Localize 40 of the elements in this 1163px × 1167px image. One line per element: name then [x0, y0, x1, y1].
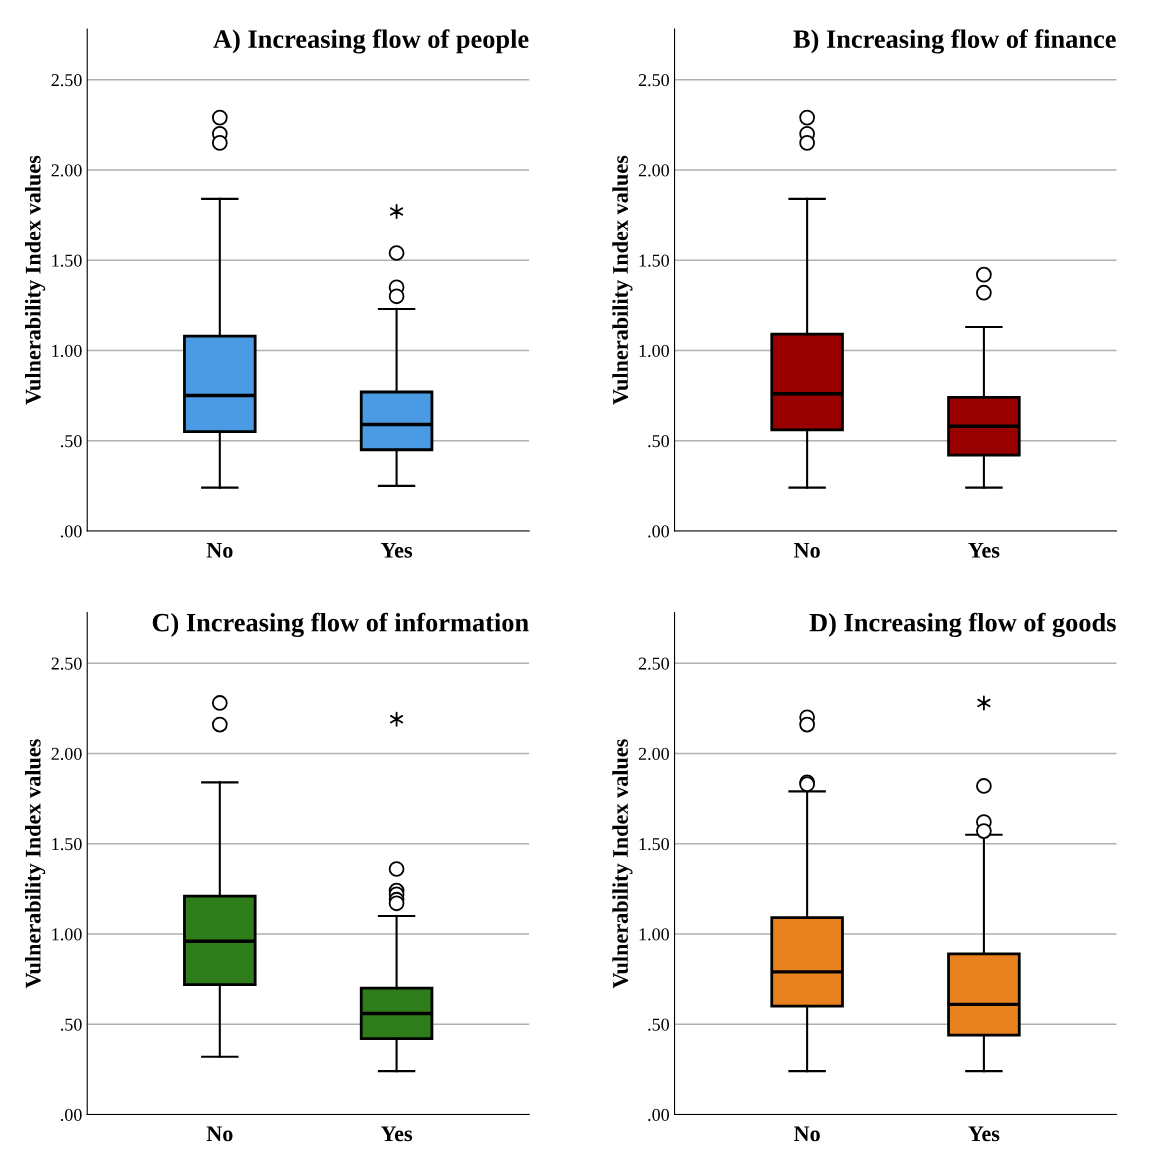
y-tick-label: 2.00	[51, 164, 82, 177]
x-tick-label: No	[206, 542, 233, 558]
y-tick-label: .50	[60, 434, 82, 448]
y-tick-label: 2.50	[51, 73, 82, 87]
y-tick-label: .50	[60, 1018, 82, 1031]
y-tick-label: .00	[648, 525, 669, 538]
x-tick-label: Yes	[380, 542, 413, 558]
y-tick-label: 1.50	[639, 254, 669, 267]
y-axis-title: Vulnerability Index values	[612, 155, 633, 405]
chart-title: C) Increasing flow of information	[152, 612, 529, 638]
y-tick-label: 1.50	[52, 837, 82, 851]
x-tick-label: Yes	[968, 542, 1000, 558]
chart-title: B) Increasing flow of finance	[793, 29, 1116, 54]
y-tick-label: 1.50	[52, 254, 82, 267]
y-tick-label: .50	[648, 434, 669, 448]
y-tick-label: 1.00	[639, 928, 669, 941]
y-axis-title: Vulnerability Index values	[25, 155, 46, 405]
x-tick-label: No	[793, 542, 820, 558]
y-tick-label: 1.00	[52, 344, 82, 357]
y-tick-label: 2.00	[638, 747, 669, 760]
y-tick-label: 2.50	[638, 73, 669, 87]
y-axis-title: Vulnerability Index values	[25, 739, 46, 989]
x-tick-label: Yes	[380, 1126, 413, 1142]
x-tick-label: Yes	[968, 1126, 1000, 1142]
y-tick-label: 2.50	[51, 657, 82, 670]
y-tick-label: .00	[60, 525, 82, 538]
y-axis-title: Vulnerability Index values	[612, 739, 633, 989]
x-tick-label: No	[206, 1126, 233, 1142]
y-tick-label: 2.00	[51, 747, 82, 760]
y-tick-label: 2.00	[638, 164, 669, 177]
y-tick-label: 1.00	[639, 344, 669, 357]
y-tick-label: .50	[648, 1018, 669, 1031]
chart-title: D) Increasing flow of goods	[809, 612, 1116, 638]
y-tick-label: 1.00	[52, 928, 82, 941]
y-tick-label: 2.50	[638, 657, 669, 670]
chart-title: A) Increasing flow of people	[213, 29, 529, 54]
y-tick-label: .00	[648, 1108, 669, 1122]
x-tick-label: No	[793, 1126, 820, 1142]
y-tick-label: .00	[60, 1108, 82, 1122]
y-tick-label: 1.50	[639, 837, 669, 851]
